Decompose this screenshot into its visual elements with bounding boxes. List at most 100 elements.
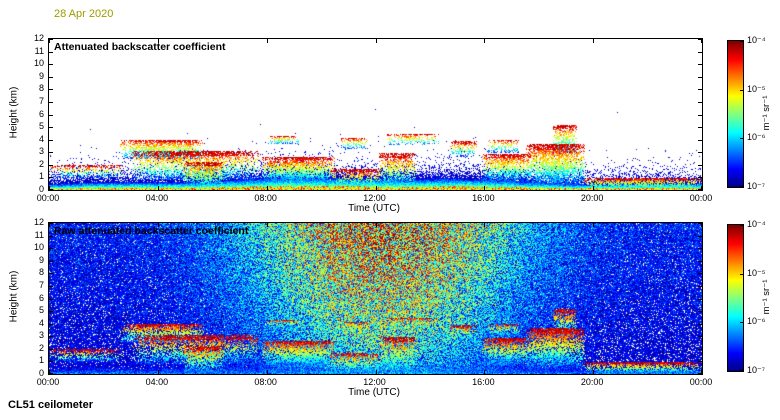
x-tick-mark [376,39,377,43]
y-tick-mark [49,273,53,274]
y-tick-label: 4 [38,133,44,144]
y-tick-mark [698,324,702,325]
x-tick-mark [49,39,50,43]
colorbar-tick-label: 10⁻⁵ [747,83,766,94]
y-tick-mark [49,223,53,224]
x-tick-mark [376,370,377,374]
x-tick-mark [593,39,594,43]
y-tick-label: 11 [34,229,44,240]
y-tick-mark [49,248,53,249]
colorbar-raw [727,224,744,372]
x-tick-mark [267,370,268,374]
y-tick-label: 12 [33,217,44,227]
x-tick-mark [267,223,268,227]
x-tick-mark [49,370,50,374]
y-tick-label: 1 [38,355,44,366]
y-tick-label: 3 [38,330,44,341]
y-tick-label: 7 [38,95,44,106]
y-tick-mark [49,152,53,153]
y-tick-mark [49,373,53,374]
colorbar-tick-mark [740,90,743,91]
colorbar-attenuated [727,40,744,188]
y-tick-mark [49,177,53,178]
colorbar-tick-mark [740,274,743,275]
x-tick-mark [593,223,594,227]
x-tick-label: 00:00 [689,377,713,387]
y-tick-label: 0 [38,368,44,378]
y-tick-mark [698,286,702,287]
y-tick-label: 6 [38,108,44,119]
x-tick-mark [158,186,159,190]
y-tick-mark [49,336,53,337]
y-tick-mark [698,64,702,65]
raw-plot-title: Raw attenuated backscatter coefficient [54,225,249,237]
x-tick-mark [376,223,377,227]
raw-backscatter-plot: Raw attenuated backscatter coefficient [48,222,703,375]
y-tick-mark [698,165,702,166]
attenuated-plot-title: Attenuated backscatter coefficient [54,41,226,53]
colorbar-tick-mark [740,186,743,187]
y-tick-label: 11 [34,45,44,56]
x-tick-label: 00:00 [689,193,713,203]
y-tick-mark [698,261,702,262]
x-tick-mark [701,186,702,190]
y-tick-label: 2 [38,158,44,169]
x-tick-label: 12:00 [363,193,386,203]
y-tick-mark [49,286,53,287]
y-tick-label: 7 [38,279,44,290]
x-tick-mark [484,186,485,190]
y-tick-mark [698,115,702,116]
y-tick-mark [49,52,53,53]
y-tick-mark [49,77,53,78]
y-tick-label: 9 [38,254,44,265]
colorbar-gradient-attenuated [728,41,743,187]
raw-heatmap-canvas [49,223,702,374]
colorbar-tick-label: 10⁻⁵ [747,267,766,278]
colorbar-tick-label: 10⁻⁶ [747,132,766,143]
colorbar-gradient-raw [728,225,743,371]
y-tick-mark [698,140,702,141]
y-tick-label: 10 [33,242,44,253]
y-tick-mark [49,189,53,190]
x-tick-mark [158,223,159,227]
y-tick-mark [698,349,702,350]
y-tick-mark [698,273,702,274]
x-tick-mark [484,370,485,374]
attenuated-heatmap-canvas [49,39,702,190]
y-tick-mark [49,115,53,116]
colorbar-tick-label: 10⁻⁴ [747,35,766,45]
x-tick-label: 04:00 [145,377,169,387]
x-tick-mark [158,39,159,43]
x-tick-mark [267,39,268,43]
y-tick-mark [698,236,702,237]
y-tick-label: 10 [33,58,44,69]
y-tick-mark [49,127,53,128]
x-tick-label: 00:00 [36,193,60,203]
x-tick-mark [49,186,50,190]
y-tick-mark [49,236,53,237]
y-tick-mark [698,152,702,153]
y-tick-mark [698,89,702,90]
y-tick-label: 9 [38,70,44,81]
y-tick-mark [698,248,702,249]
x-tick-mark [701,223,702,227]
y-tick-mark [698,177,702,178]
x-axis-label-raw: Time (UTC) [348,387,400,398]
colorbar-tick-label: 10⁻⁴ [747,219,766,229]
y-tick-label: 5 [38,121,44,132]
y-tick-mark [698,77,702,78]
x-axis-label-attenuated: Time (UTC) [348,203,400,214]
y-tick-mark [698,127,702,128]
x-tick-label: 16:00 [472,193,495,203]
y-tick-mark [49,324,53,325]
y-tick-mark [49,261,53,262]
y-tick-mark [49,361,53,362]
y-tick-mark [49,165,53,166]
colorbar-tick-label: 10⁻⁷ [747,365,766,375]
y-tick-label: 5 [38,305,44,316]
x-tick-label: 00:00 [36,377,60,387]
y-tick-mark [698,52,702,53]
colorbar-tick-mark [740,322,743,323]
colorbar-tick-label: 10⁻⁶ [747,316,766,327]
y-tick-mark [49,39,53,40]
